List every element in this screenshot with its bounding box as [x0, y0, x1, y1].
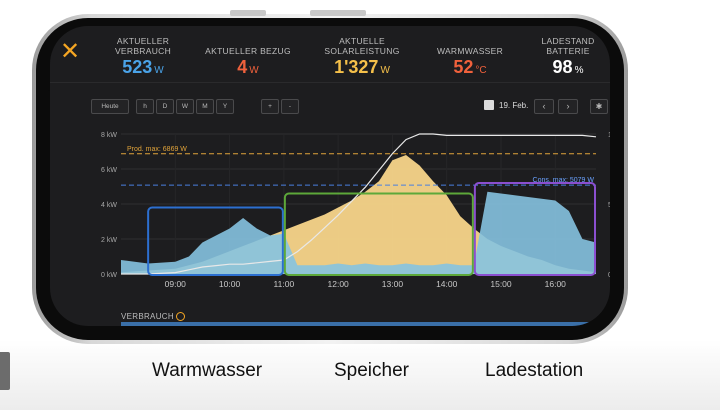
highlight-box: [147, 206, 284, 276]
stat-value: 52 °C: [453, 57, 487, 77]
stat-value: 1'327 W: [334, 57, 390, 77]
caption-ladestation: Ladestation: [485, 360, 584, 381]
stat-solar: AKTUELLE SOLARLEISTUNG 1'327 W: [312, 36, 412, 82]
stat-label: AKTUELLE SOLARLEISTUNG: [324, 36, 400, 56]
app-screen: ✕ AKTUELLER VERBRAUCH 523 W AKTUELLER BEZ…: [50, 26, 610, 326]
footer-label: VERBRAUCH: [121, 312, 174, 321]
zoom-in-button[interactable]: +: [261, 99, 279, 114]
background-fade: [0, 340, 720, 410]
range-week-button[interactable]: W: [176, 99, 194, 114]
x-tick-label: 12:00: [328, 279, 350, 289]
production-area: [121, 155, 596, 274]
y-tick-label: 2 kW: [101, 237, 117, 244]
stat-label: WARMWASSER: [436, 46, 504, 56]
settings-icon[interactable]: ✱: [590, 99, 608, 114]
energy-chart: 0 kW 2 kW 4 kW 6 kW 8 kW 09:00 10:00 11:00 12:00…: [101, 132, 610, 289]
x-tick-label: 10:00: [219, 279, 241, 289]
highlight-box: [283, 192, 474, 276]
next-day-button[interactable]: ›: [558, 99, 578, 114]
range-day-button[interactable]: D: [156, 99, 174, 114]
side-tab: [0, 352, 10, 390]
battery-soc-line: [121, 133, 597, 275]
y2-tick-label: 100%: [608, 132, 610, 139]
y2-tick-label: 50%: [608, 202, 610, 209]
stat-battery: LADESTAND BATTERIE 98%: [528, 36, 608, 82]
calendar-icon[interactable]: [484, 100, 494, 110]
stat-label: AKTUELLER VERBRAUCH: [114, 36, 172, 56]
range-year-button[interactable]: Y: [216, 99, 234, 114]
x-tick-label: 14:00: [436, 279, 458, 289]
stat-hot-water: WARMWASSER 52 °C: [420, 46, 520, 82]
y-tick-label: 0 kW: [101, 272, 117, 279]
cons-max-label: Cons. max: 5079 W: [533, 177, 595, 184]
caption-warmwasser: Warmwasser: [152, 360, 263, 381]
phone-volume-button: [230, 10, 266, 16]
zoom-out-button[interactable]: -: [281, 99, 299, 114]
range-month-button[interactable]: M: [196, 99, 214, 114]
x-tick-label: 13:00: [382, 279, 404, 289]
y-tick-label: 8 kW: [101, 132, 117, 139]
phone-power-button: [310, 10, 366, 16]
date-label[interactable]: 19. Feb.: [499, 101, 529, 110]
prod-max-label: Prod. max: 6869 W: [127, 146, 187, 153]
x-tick-label: 09:00: [165, 279, 187, 289]
y2-tick-label: 0%: [608, 272, 610, 279]
y-tick-label: 6 kW: [101, 167, 117, 174]
stat-value: 523 W: [122, 57, 164, 77]
highlight-box: [473, 182, 597, 276]
header-divider: [50, 82, 610, 83]
x-tick-label: 11:00: [274, 279, 295, 289]
stat-consumption: AKTUELLER VERBRAUCH 523 W: [98, 36, 188, 82]
x-tick-label: 16:00: [545, 279, 567, 289]
range-hour-button[interactable]: h: [136, 99, 154, 114]
consumption-area: [121, 191, 596, 274]
stat-label: AKTUELLER BEZUG: [205, 46, 291, 56]
close-icon[interactable]: ✕: [59, 38, 81, 65]
today-button[interactable]: Heute: [91, 99, 129, 114]
x-tick-label: 15:00: [490, 279, 512, 289]
caption-speicher: Speicher: [334, 360, 409, 381]
stat-value: 98%: [552, 57, 584, 77]
stat-label: LADESTAND BATTERIE: [541, 36, 595, 56]
prev-day-button[interactable]: ‹: [534, 99, 554, 114]
y-tick-label: 4 kW: [101, 202, 117, 209]
footer-info-icon[interactable]: [176, 312, 185, 321]
footer-consumption-bar: [121, 322, 596, 326]
